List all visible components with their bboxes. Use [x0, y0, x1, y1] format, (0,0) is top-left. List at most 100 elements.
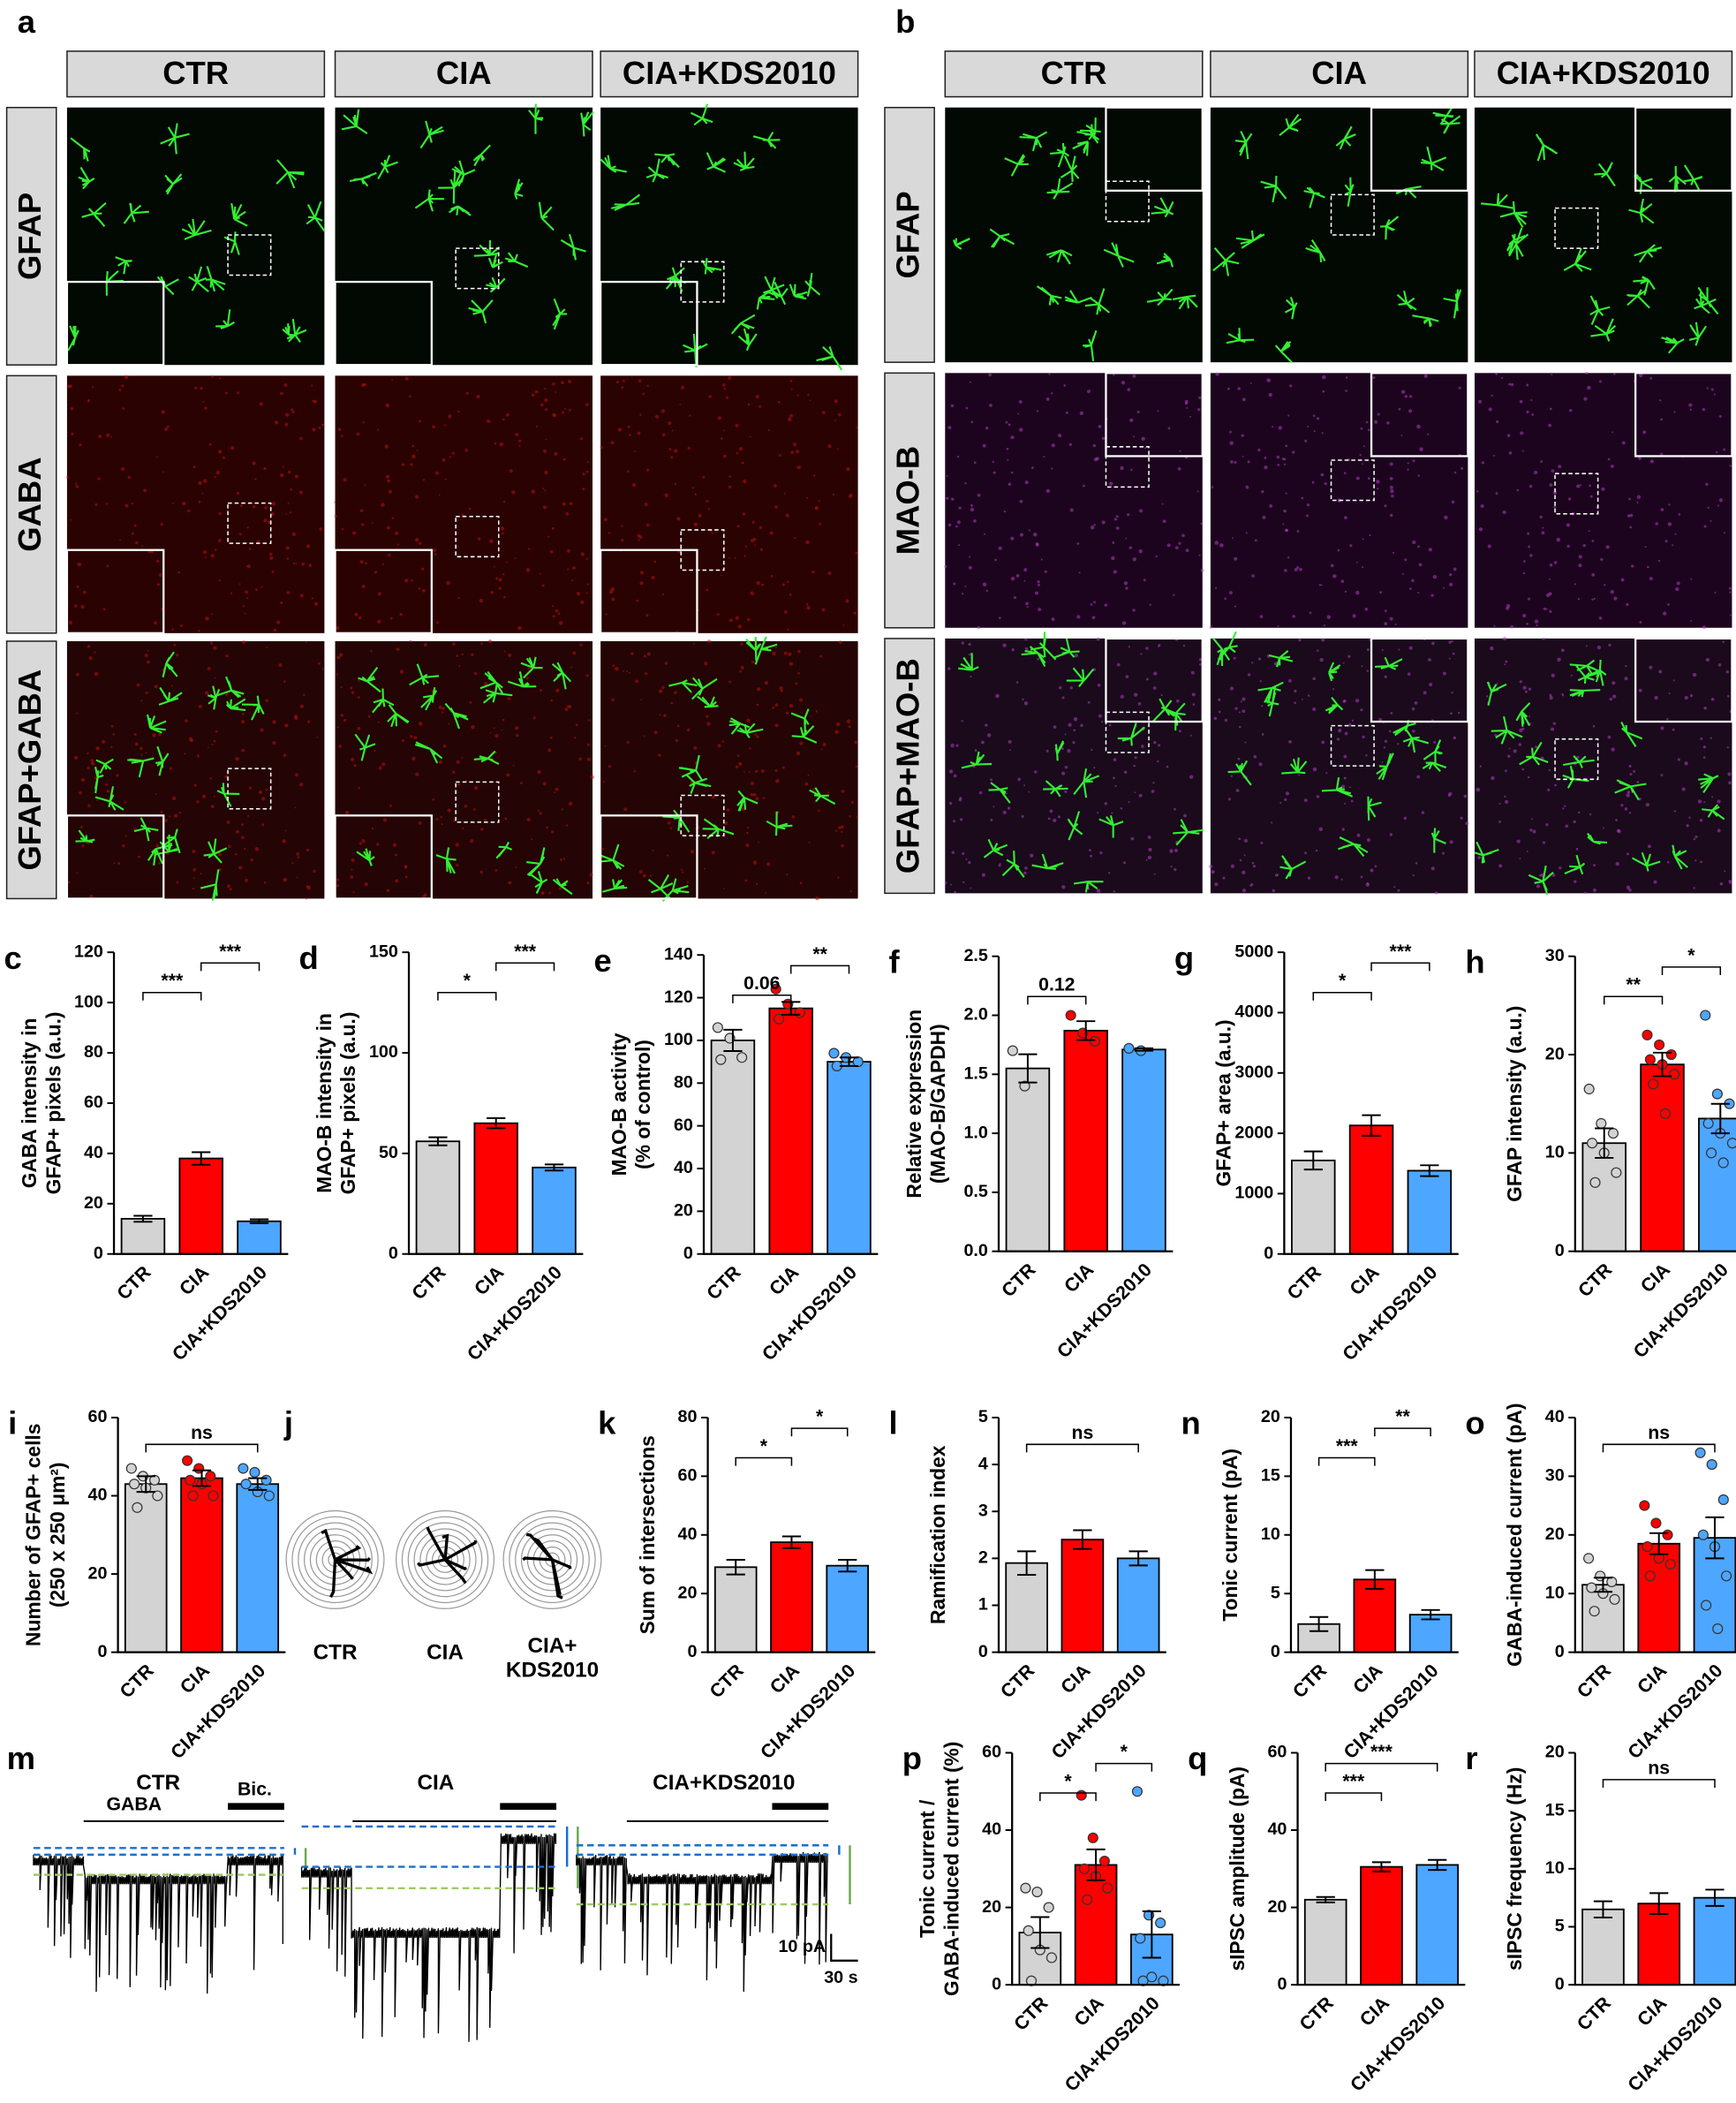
astrocyte — [1036, 285, 1062, 306]
stain-dot — [1407, 672, 1411, 676]
stain-dot — [1518, 743, 1522, 746]
stain-dot — [585, 403, 589, 406]
stain-dot — [550, 830, 555, 834]
stain-dot — [1355, 699, 1360, 703]
stain-dot — [804, 782, 809, 786]
bar — [1121, 1048, 1166, 1252]
error-bar — [1371, 1861, 1392, 1872]
astrocyte — [1515, 702, 1531, 727]
stain-dot — [471, 653, 474, 656]
stain-dot — [1304, 851, 1307, 855]
y-tick-label: 40 — [1267, 1819, 1287, 1839]
stain-dot — [1006, 792, 1008, 795]
stain-dot — [1008, 739, 1012, 744]
stain-dot — [1284, 569, 1287, 572]
stain-dot — [172, 502, 175, 504]
stain-dot — [157, 862, 161, 865]
stain-dot — [1211, 486, 1214, 488]
stain-dot — [645, 468, 650, 472]
bar — [415, 1140, 461, 1255]
stain-dot — [1551, 673, 1555, 677]
row-header-box — [5, 106, 57, 366]
stain-dot — [759, 526, 763, 530]
stain-dot — [160, 522, 163, 526]
stain-dot — [235, 757, 239, 761]
stain-dot — [1337, 548, 1340, 552]
stain-dot — [958, 506, 962, 510]
stain-dot — [1531, 818, 1534, 821]
stain-dot — [1334, 875, 1339, 880]
stain-dot — [540, 689, 542, 692]
stain-dot — [1238, 725, 1242, 729]
stain-dot — [615, 667, 619, 671]
significance-label: *** — [161, 970, 184, 991]
stain-dot — [1710, 519, 1712, 522]
stain-dot — [1408, 395, 1413, 398]
astrocyte — [230, 202, 248, 227]
stain-dot — [961, 720, 963, 722]
stain-dot — [1230, 460, 1234, 464]
significance-label: * — [1064, 1770, 1072, 1791]
astrocyte — [1698, 773, 1719, 793]
sholl-ring — [509, 1516, 596, 1604]
stain-dot — [602, 847, 605, 851]
stain-dot — [681, 871, 684, 874]
astrocyte — [1054, 740, 1065, 761]
stain-dot — [1145, 859, 1148, 861]
data-point — [1712, 1623, 1724, 1635]
stain-dot — [549, 549, 554, 554]
error-bar — [1428, 1858, 1447, 1872]
stain-dot — [89, 895, 94, 898]
y-tick-label: 30 — [1545, 1466, 1565, 1486]
stain-dot — [1574, 583, 1576, 586]
astrocyte — [988, 782, 1011, 804]
y-tick-label: 0 — [94, 1244, 103, 1263]
stain-dot — [621, 386, 624, 390]
stain-dot — [287, 502, 290, 504]
stain-dot — [359, 616, 362, 620]
stain-dot — [1384, 622, 1388, 626]
y-axis-label: sIPSC amplitude (pA) — [1226, 1766, 1249, 1971]
stain-dot — [679, 403, 682, 406]
stain-dot — [1120, 465, 1124, 471]
stain-dot — [1299, 567, 1302, 571]
error-bar — [1705, 1516, 1725, 1560]
astrocyte — [1443, 289, 1462, 319]
stain-dot — [1519, 399, 1523, 404]
astrocyte — [1423, 739, 1443, 765]
stain-dot — [777, 400, 781, 404]
stain-dot — [1658, 669, 1663, 674]
y-axis-label: Tonic current (pA) — [1219, 1449, 1242, 1622]
error-bar — [1303, 1150, 1323, 1171]
stain-dot — [822, 742, 826, 747]
stain-dot — [158, 732, 162, 737]
stain-dot — [201, 492, 204, 495]
row-header: GFAP — [889, 191, 925, 278]
astrocyte — [1634, 173, 1653, 194]
astrocyte — [1212, 246, 1240, 276]
x-tick-label: CTR — [1283, 1261, 1325, 1304]
stain-dot — [208, 443, 212, 446]
stain-dot — [477, 537, 481, 541]
row-header-box — [884, 638, 935, 895]
stain-dot — [754, 733, 757, 736]
astrocyte — [275, 159, 305, 189]
stain-dot — [637, 431, 641, 435]
stain-dot — [284, 829, 287, 832]
stain-dot — [1547, 788, 1551, 791]
y-tick-label: 0 — [97, 1642, 107, 1661]
y-tick-label: 0 — [389, 1244, 398, 1263]
stain-dot — [1043, 456, 1045, 458]
stain-dot — [245, 590, 249, 594]
stain-dot — [994, 558, 997, 562]
stain-dot — [956, 520, 961, 525]
stain-dot — [1274, 874, 1279, 877]
data-point — [1642, 1541, 1653, 1553]
stain-dot — [1218, 698, 1221, 701]
stain-dot — [557, 612, 561, 616]
stain-dot — [658, 753, 661, 757]
stain-dot — [1723, 448, 1726, 451]
stain-dot — [1564, 805, 1566, 807]
stain-dot — [1513, 749, 1517, 753]
stain-dot — [357, 696, 360, 699]
